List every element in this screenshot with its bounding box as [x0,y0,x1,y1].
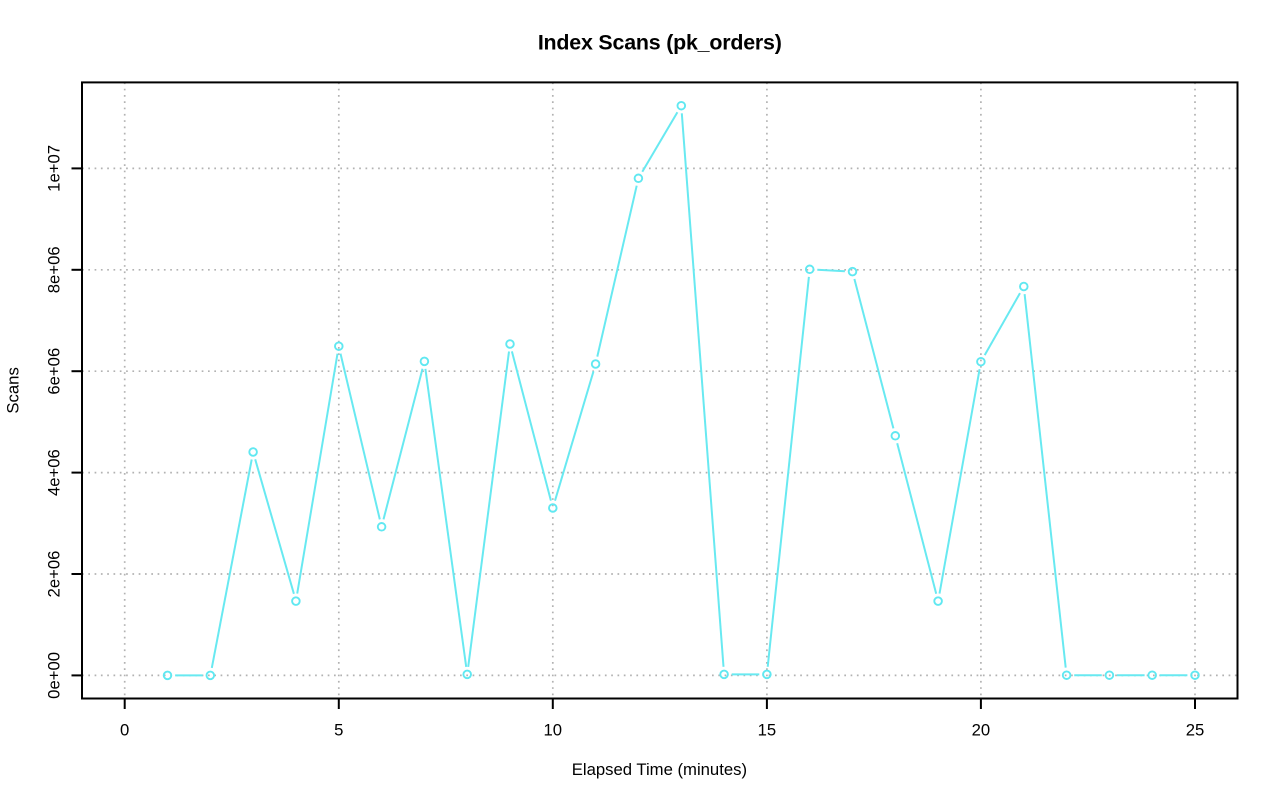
svg-text:2e+06: 2e+06 [45,551,64,598]
svg-text:25: 25 [1186,721,1205,740]
svg-text:Elapsed Time (minutes): Elapsed Time (minutes) [572,760,747,779]
svg-text:Scans: Scans [4,367,23,413]
svg-text:8e+06: 8e+06 [45,246,64,293]
svg-text:15: 15 [758,721,777,740]
svg-text:0e+00: 0e+00 [45,652,64,699]
svg-text:1e+07: 1e+07 [45,145,64,192]
svg-text:6e+06: 6e+06 [45,348,64,395]
svg-text:0: 0 [120,721,129,740]
svg-text:4e+06: 4e+06 [45,449,64,496]
svg-text:20: 20 [972,721,991,740]
svg-text:Index Scans (pk_orders): Index Scans (pk_orders) [538,31,782,55]
svg-text:10: 10 [544,721,563,740]
svg-text:5: 5 [334,721,343,740]
